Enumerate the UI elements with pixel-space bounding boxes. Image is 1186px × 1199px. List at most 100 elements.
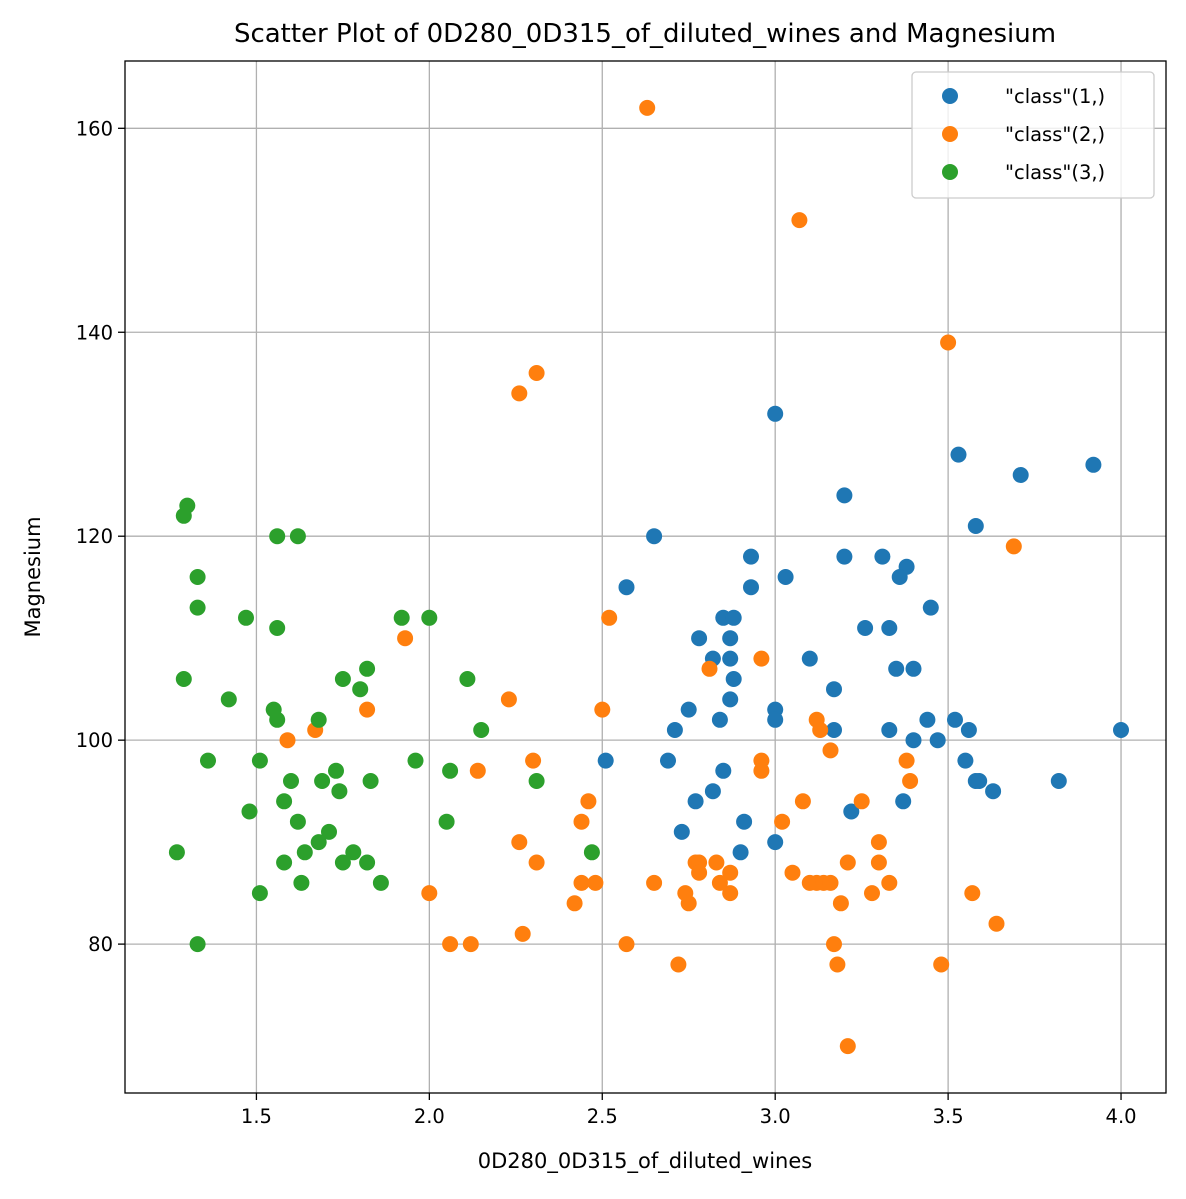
scatter-point [722, 650, 739, 667]
scatter-point [725, 609, 742, 626]
y-axis-label: Magnesium [21, 516, 45, 637]
scatter-point [528, 365, 545, 381]
scatter-point [666, 722, 683, 738]
scatter-point [580, 793, 597, 810]
scatter-point [711, 874, 728, 891]
legend: "class"(1,) "class"(2,) "class"(3,) [911, 71, 1155, 199]
scatter-point [241, 803, 258, 820]
scatter-point [839, 854, 856, 871]
scatter-point [597, 752, 614, 769]
y-tick-label: 120 [76, 525, 113, 548]
scatter-point [528, 773, 545, 789]
scatter-point [328, 762, 344, 779]
scatter-point [175, 671, 192, 687]
scatter-point [168, 844, 185, 861]
scatter-point [462, 936, 479, 953]
scatter-point [573, 874, 590, 891]
scatter-point [473, 722, 490, 738]
scatter-point [826, 936, 842, 953]
scatter-point [528, 854, 545, 871]
scatter-point [321, 823, 337, 840]
legend-box [911, 71, 1155, 199]
scatter-point [791, 212, 808, 229]
x-tick-label: 2.5 [587, 1105, 618, 1128]
scatter-point [736, 813, 753, 830]
scatter-point [812, 722, 829, 738]
scatter-point [279, 732, 296, 749]
scatter-point [189, 569, 206, 585]
scatter-point [839, 1038, 856, 1055]
scatter-point [822, 874, 839, 891]
scatter-point [888, 660, 905, 677]
scatter-point [691, 864, 708, 881]
scatter-point [331, 783, 348, 800]
scatter-point [220, 691, 237, 708]
plot-frame [124, 60, 1167, 1094]
legend-label: "class"(2,) [1005, 123, 1105, 146]
scatter-point [359, 660, 376, 677]
scatter-point [639, 99, 656, 116]
scatter-point [269, 711, 286, 728]
scatter-point [722, 885, 739, 902]
scatter-point [715, 762, 732, 779]
scatter-point [345, 844, 362, 861]
y-tick-label: 140 [76, 321, 113, 344]
scatter-point [618, 936, 635, 953]
scatter-point [334, 854, 351, 871]
y-tick-label: 160 [76, 117, 113, 140]
scatter-point [680, 701, 697, 718]
scatter-point [359, 854, 376, 871]
scatter-point [566, 895, 583, 912]
scatter-point [276, 854, 293, 871]
grid [125, 61, 1166, 1093]
scatter-point [189, 599, 206, 616]
scatter-point [393, 609, 410, 626]
scatter-point [767, 834, 784, 851]
legend-marker [942, 126, 958, 142]
scatter-point [843, 803, 860, 820]
scatter-point [310, 834, 327, 851]
scatter-point [922, 599, 939, 616]
scatter-point [905, 732, 922, 749]
scatter-point [1012, 467, 1029, 483]
scatter-point [857, 620, 874, 636]
scatter-point [421, 885, 438, 902]
scatter-point [511, 834, 528, 851]
scatter-point [583, 844, 600, 861]
scatter-point [269, 528, 286, 545]
scatter-point [784, 864, 801, 881]
scatter-point [587, 874, 604, 891]
scatter-point [708, 854, 725, 871]
x-tick-label: 1.5 [241, 1105, 272, 1128]
scatter-point [334, 671, 351, 687]
scatter-point [743, 548, 759, 565]
scatter-point [594, 701, 611, 718]
chart-title: Scatter Plot of 0D280_0D315_of_diluted_w… [234, 19, 1056, 49]
scatter-point [276, 793, 293, 810]
scatter-point [438, 813, 455, 830]
scatter-point [964, 885, 981, 902]
scatter-point [826, 681, 842, 698]
scatter-point [711, 711, 728, 728]
x-tick-label: 4.0 [1106, 1105, 1137, 1128]
x-tick-label: 3.0 [760, 1105, 791, 1128]
scatter-point [200, 752, 216, 769]
scatter-point [940, 334, 957, 351]
scatter-point [822, 742, 839, 759]
scatter-point [874, 548, 891, 565]
scatter-point [881, 620, 898, 636]
scatter-point [310, 711, 327, 728]
scatter-point [870, 854, 887, 871]
legend-label: "class"(1,) [1005, 85, 1105, 108]
scatter-point [646, 528, 663, 545]
scatter-point [753, 650, 770, 667]
scatter-point [251, 752, 268, 769]
scatter-point [722, 630, 739, 647]
scatter-point [891, 569, 908, 585]
scatter-point [293, 874, 310, 891]
scatter-point [691, 630, 708, 647]
scatter-point [836, 487, 853, 504]
scatter-point [573, 813, 590, 830]
scatter-point [767, 405, 784, 422]
scatter-point [372, 874, 389, 891]
